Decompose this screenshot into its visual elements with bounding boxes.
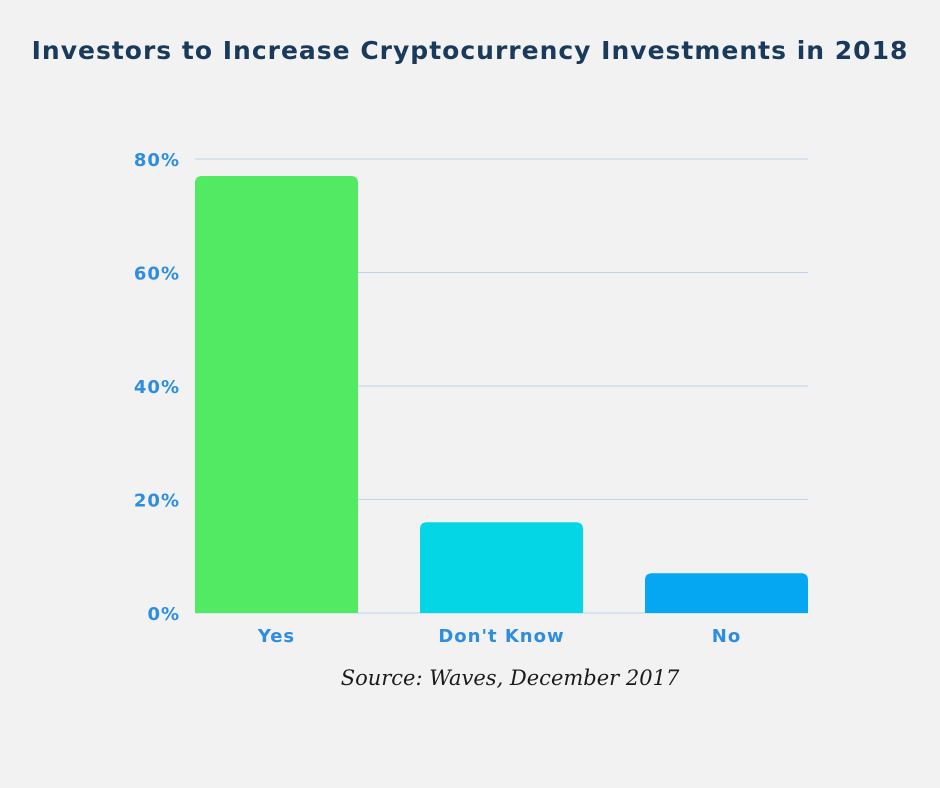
y-tick-label: 60% bbox=[134, 264, 180, 285]
y-tick-label: 20% bbox=[134, 491, 180, 512]
bars bbox=[195, 176, 808, 613]
x-axis-categories: Yes Don't Know No bbox=[257, 626, 741, 647]
x-category-label: Don't Know bbox=[438, 626, 564, 647]
chart-title: Investors to Increase Cryptocurrency Inv… bbox=[31, 36, 909, 65]
bar-no bbox=[645, 573, 808, 613]
chart-source-note: Source: Waves, December 2017 bbox=[340, 666, 680, 690]
y-tick-label: 40% bbox=[134, 377, 180, 398]
y-tick-label: 80% bbox=[134, 150, 180, 171]
x-category-label: No bbox=[712, 626, 741, 647]
y-tick-label: 0% bbox=[147, 604, 180, 625]
bar-yes bbox=[195, 176, 358, 613]
x-category-label: Yes bbox=[257, 626, 295, 647]
bar-don-t-know bbox=[420, 522, 583, 613]
y-axis-ticks: 0% 20% 40% 60% 80% bbox=[134, 150, 180, 625]
